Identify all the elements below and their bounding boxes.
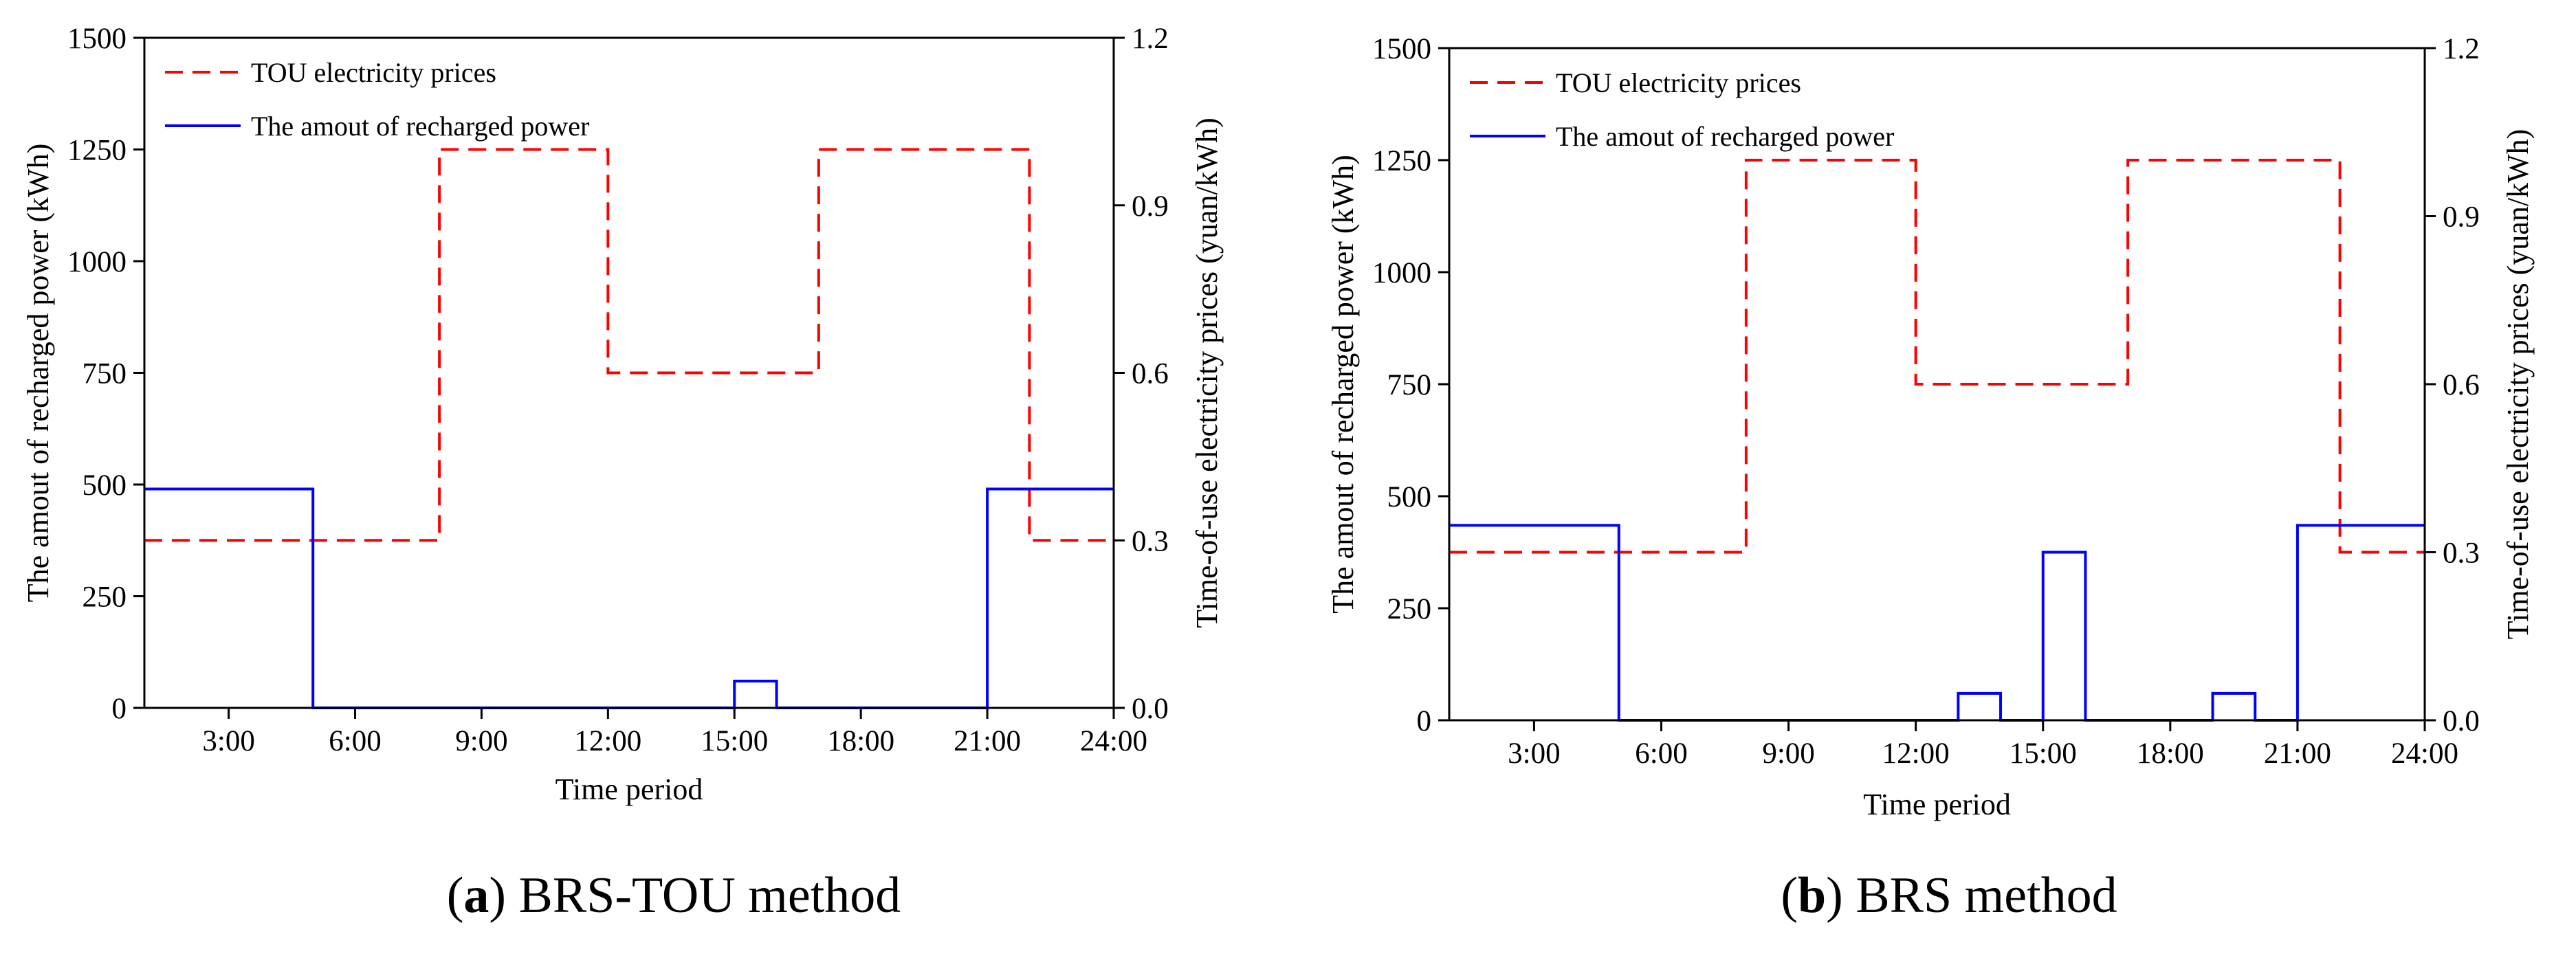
y-right-tick-label: 1.2 [2443,33,2480,65]
x-tick-label: 9:00 [455,725,507,757]
series-group [1449,159,2425,722]
x-tick-label: 6:00 [1635,737,1687,770]
caption-text: BRS method [1856,867,2117,924]
y-right-tick-label: 0.9 [2443,201,2480,234]
y-right-tick-label: 0.3 [2443,537,2480,570]
recharged-power-line [144,487,1114,709]
caption-open-paren: ( [1781,867,1798,924]
x-tick-label: 18:00 [827,725,894,757]
x-tick-label: 6:00 [329,725,381,757]
tou-price-line [1449,159,2425,554]
chart-a: 0 250 500 750 1000 1250 1500 0.0 0.3 0.6 0.9 1.2 3:0… [21,23,1224,924]
y-left-axis-title: The amout of recharged power (kWh) [1326,155,1360,613]
y-left-axis-title: The amout of recharged power (kWh) [21,144,55,602]
x-tick-label: 3:00 [202,725,254,757]
legend: TOU electricity prices The amout of recha… [1470,67,1894,152]
y-right-tick-label: 0.3 [1132,525,1169,557]
caption-letter: b [1798,867,1826,924]
y-left-tick-label: 250 [1387,593,1432,625]
x-tick-label: 24:00 [1080,725,1147,757]
x-tick-label: 21:00 [954,725,1021,757]
y-right-axis-title: Time-of-use electricity prices (yuan/kWh… [2501,129,2535,639]
y-left-tick-label: 1500 [67,23,126,55]
legend: TOU electricity prices The amout of recha… [165,57,589,142]
legend-label: TOU electricity prices [251,57,496,88]
legend-label: The amout of recharged power [251,111,589,142]
tou-price-line [144,148,1114,542]
panel-caption: (b) BRS method [1781,867,2117,924]
x-axis-title: Time period [1863,788,2011,821]
x-tick-label: 3:00 [1508,737,1560,770]
panel-caption: (a) BRS-TOU method [447,867,901,924]
y-left-tick-label: 1250 [1372,145,1431,177]
y-right-tick-label: 0.6 [1132,358,1169,390]
x-tick-label: 18:00 [2137,737,2204,770]
x-tick-label: 12:00 [574,725,641,757]
y-left-tick-label: 500 [1387,481,1432,513]
y-left-tick-label: 750 [1387,369,1432,401]
y-right-tick-label: 1.2 [1132,23,1169,55]
caption-open-paren: ( [447,867,464,924]
legend-label: The amout of recharged power [1556,121,1894,152]
caption-text: BRS-TOU method [519,867,901,924]
y-right-tick-label: 0.9 [1132,190,1169,223]
y-left-tick-label: 250 [82,581,127,614]
x-axis-title: Time period [555,772,703,806]
y-left-tick-label: 1500 [1372,33,1431,65]
y-left-tick-label: 500 [82,469,127,502]
caption-letter: a [463,867,489,924]
y-left-tick-label: 1250 [67,135,126,167]
chart-b: 0 250 500 750 1000 1250 1500 0.0 0.3 0.6 0.9 1.2 3:0… [1326,33,2535,924]
x-tick-label: 15:00 [2010,737,2077,770]
x-tick-label: 21:00 [2264,737,2331,770]
y-right-axis-title: Time-of-use electricity prices (yuan/kWh… [1190,118,1224,627]
y-right-tick-label: 0.6 [2443,369,2480,401]
x-tick-label: 12:00 [1882,737,1950,770]
x-tick-label: 24:00 [2391,737,2458,770]
y-left-tick-label: 750 [82,358,127,390]
x-tick-label: 9:00 [1762,737,1814,770]
y-left-tick-label: 1000 [1372,257,1431,289]
legend-label: TOU electricity prices [1556,67,1801,98]
caption-close-paren: ) [489,867,518,924]
y-left-tick-label: 0 [112,693,127,725]
x-tick-label: 15:00 [701,725,768,757]
y-right-tick-label: 0.0 [1132,693,1169,725]
caption-close-paren: ) [1826,867,1856,924]
y-right-tick-label: 0.0 [2443,705,2480,737]
series-group [144,148,1114,709]
y-left-tick-label: 1000 [67,246,126,278]
y-left-tick-label: 0 [1417,705,1432,737]
recharged-power-line [1449,524,2425,722]
